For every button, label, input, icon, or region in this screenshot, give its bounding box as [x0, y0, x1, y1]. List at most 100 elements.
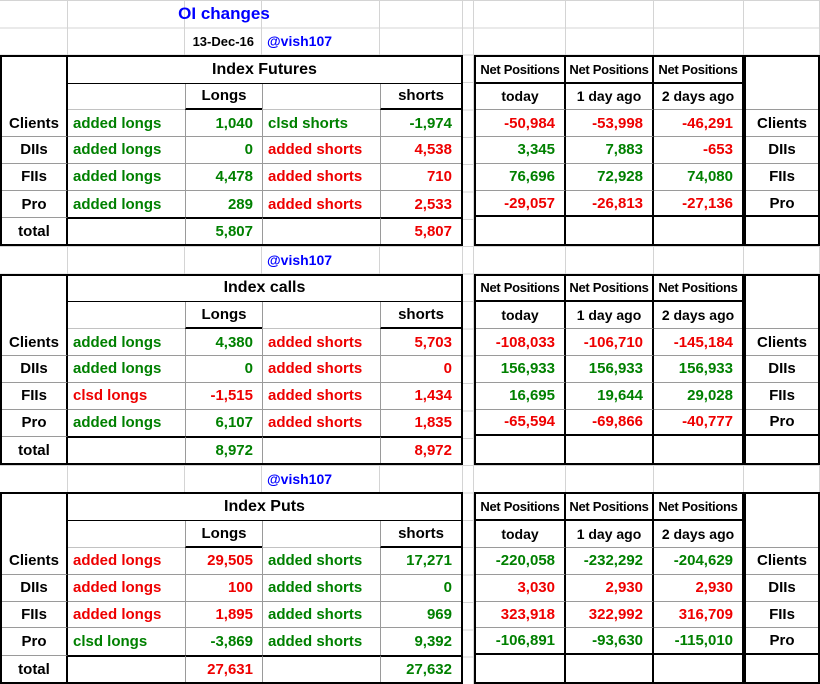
net-today-value: -108,033	[476, 329, 566, 356]
net-2days-value: 74,080	[654, 164, 742, 191]
net-positions-header: Net Positions	[654, 494, 742, 522]
spacer-cell	[68, 655, 185, 682]
long-change-value: 4,478	[185, 163, 262, 191]
net-2days-value: -653	[654, 137, 742, 164]
long-change-value: 289	[185, 190, 262, 218]
author-handle: @vish107	[267, 33, 333, 50]
total-longs-value: 5,807	[185, 217, 262, 245]
net-1day-value: 156,933	[566, 355, 654, 383]
spacer-cell	[2, 494, 68, 522]
short-change-value: 4,538	[380, 137, 461, 164]
net-1day-value: -93,630	[566, 628, 654, 656]
spacer-cell	[566, 217, 654, 245]
two-days-ago-subheader: 2 days ago	[654, 302, 742, 330]
entity-label-right: Pro	[746, 628, 818, 656]
short-action: added shorts	[262, 190, 380, 218]
spacer-cell	[654, 655, 742, 682]
net-2days-value: -204,629	[654, 548, 742, 575]
long-change-value: -3,869	[185, 628, 262, 656]
spacer-cell	[262, 302, 380, 330]
shorts-column-header: shorts	[380, 302, 461, 330]
spacer-cell	[68, 436, 185, 463]
total-shorts-value: 8,972	[380, 436, 461, 464]
net-2days-value: -40,777	[654, 410, 742, 437]
net-positions-header: Net Positions	[566, 56, 654, 84]
net-today-value: -106,891	[476, 628, 566, 656]
spacer-cell	[262, 521, 380, 549]
net-today-value: -29,057	[476, 190, 566, 218]
net-positions-header: Net Positions	[476, 494, 566, 522]
net-today-value: 16,695	[476, 382, 566, 410]
entity-label: Clients	[2, 548, 68, 575]
short-action: clsd shorts	[262, 110, 380, 138]
net-1day-value: -106,710	[566, 329, 654, 356]
one-day-ago-subheader: 1 day ago	[566, 521, 654, 549]
net-positions-header: Net Positions	[654, 276, 742, 303]
total-label: total	[2, 655, 68, 682]
one-day-ago-subheader: 1 day ago	[566, 302, 654, 330]
net-today-value: 3,345	[476, 137, 566, 164]
long-change-value: 1,040	[185, 110, 262, 138]
author-handle: @vish107	[267, 470, 333, 487]
net-2days-value: -115,010	[654, 628, 742, 656]
net-2days-value: 156,933	[654, 356, 742, 383]
spacer-cell	[2, 302, 68, 330]
index-puts-entity-labels: Clients DIIs FIIs Pro	[744, 492, 820, 684]
total-label: total	[2, 217, 68, 245]
section-title: Index Puts	[68, 494, 461, 522]
spacer-cell	[262, 655, 380, 682]
index-futures-entity-labels: Clients DIIs FIIs Pro	[744, 54, 820, 247]
long-action: added longs	[68, 164, 185, 191]
entity-label: DIIs	[2, 355, 68, 383]
entity-label-right: Pro	[746, 191, 818, 218]
short-change-value: 0	[380, 355, 461, 383]
longs-column-header: Longs	[185, 83, 262, 111]
net-2days-value: -27,136	[654, 191, 742, 218]
long-change-value: 100	[185, 574, 262, 602]
entity-label-right: FIIs	[746, 602, 818, 629]
short-change-value: 5,703	[380, 329, 461, 356]
total-longs-value: 27,631	[185, 655, 262, 682]
entity-label-right: DIIs	[746, 137, 818, 164]
spacer-cell	[746, 436, 818, 463]
short-change-value: 0	[380, 574, 461, 602]
spacer-cell	[746, 217, 818, 244]
today-subheader: today	[476, 302, 566, 330]
long-action: added longs	[68, 575, 185, 602]
entity-label: FIIs	[2, 163, 68, 191]
long-action: added longs	[68, 110, 185, 138]
entity-label-right: FIIs	[746, 164, 818, 191]
long-change-value: 0	[185, 355, 262, 383]
short-action: added shorts	[262, 329, 380, 356]
today-subheader: today	[476, 521, 566, 549]
entity-label: DIIs	[2, 574, 68, 602]
short-change-value: 9,392	[380, 628, 461, 656]
long-action: added longs	[73, 195, 162, 213]
long-change-value: 6,107	[185, 409, 262, 437]
long-action: added longs	[68, 356, 185, 383]
spacer-cell	[2, 521, 68, 549]
spacer-cell	[654, 217, 742, 244]
short-action: added shorts	[262, 163, 380, 191]
short-change-value: -1,974	[380, 110, 461, 138]
spacer-cell	[2, 56, 68, 84]
short-change-value: 710	[380, 163, 461, 191]
net-today-value: -50,984	[476, 110, 566, 138]
total-shorts-value: 5,807	[380, 217, 461, 245]
spacer-cell	[68, 521, 185, 549]
entity-label: DIIs	[2, 137, 68, 164]
net-1day-value: 19,644	[566, 382, 654, 410]
entity-label-right: Clients	[746, 110, 818, 138]
spacer-cell	[2, 83, 68, 111]
long-change-value: -1,515	[185, 382, 262, 410]
long-action: added longs	[73, 414, 162, 432]
short-change-value: 17,271	[380, 548, 461, 575]
short-change-value: 2,533	[380, 190, 461, 218]
one-day-ago-subheader: 1 day ago	[566, 83, 654, 111]
spacer-cell	[566, 436, 654, 464]
short-action: added shorts	[262, 137, 380, 164]
entity-label-right: Clients	[746, 548, 818, 575]
entity-label: FIIs	[2, 601, 68, 629]
spacer-cell	[68, 302, 185, 330]
